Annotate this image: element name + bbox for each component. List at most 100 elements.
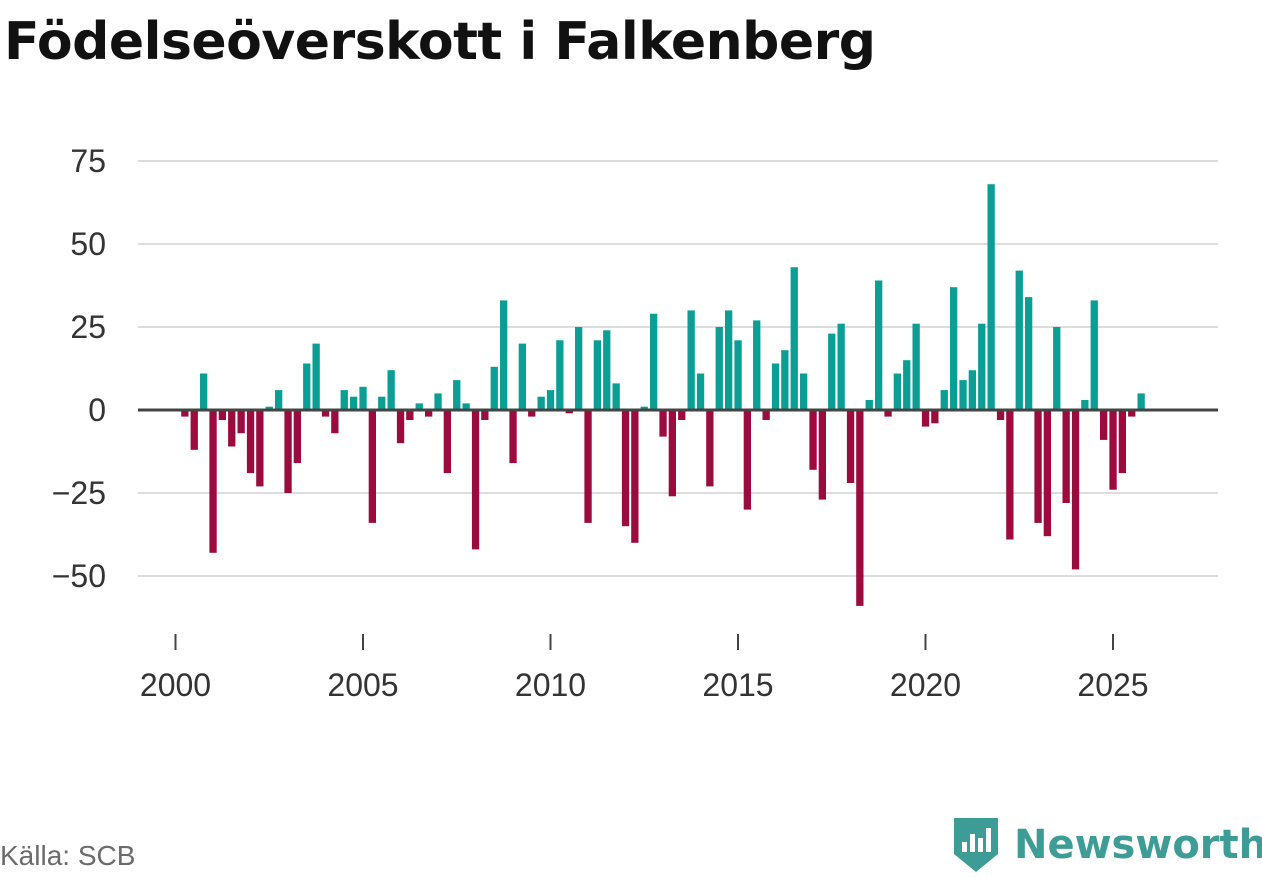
bar [321,410,330,417]
x-tick-label: 2010 [515,667,586,703]
bar [1071,410,1080,570]
x-axis: 2000 2005 2010 2015 2020 2025 [140,634,1149,703]
bar [565,410,573,414]
bar [350,396,358,410]
y-axis-labels: −50 −25 0 25 50 75 [52,143,106,594]
bar [1034,410,1042,523]
y-tick-label: −50 [52,558,106,594]
bar [706,410,714,487]
bar [359,386,367,410]
bar [481,410,489,420]
bar [434,393,442,410]
bar [687,310,695,410]
bar [781,350,789,410]
y-tick-label: 50 [70,226,106,262]
bar [537,396,545,410]
bar [378,396,386,410]
bar [584,410,592,523]
x-tick-label: 2000 [140,667,211,703]
bar [1006,410,1014,540]
bar [509,410,517,464]
bar [546,390,555,410]
bar [865,400,873,410]
bar [200,373,208,410]
bar [771,363,780,410]
bar [237,410,245,434]
y-tick-label: 0 [88,392,106,428]
bar [978,323,986,410]
bar [762,410,770,420]
bar [818,410,826,500]
bar [284,410,292,493]
y-tick-label: 75 [70,143,106,179]
bar [837,323,845,410]
x-tick-label: 2005 [327,667,398,703]
bar [1025,297,1033,410]
bar [1043,410,1051,537]
bar [368,410,376,523]
bar [415,403,423,410]
source-label: Källa: SCB [0,840,136,871]
bar [884,410,892,417]
chart-title: Födelseöverskott i Falkenberg [4,12,876,72]
bar [396,410,405,444]
bar [753,320,761,410]
bar [790,267,798,410]
bar [246,410,255,474]
bar [809,410,817,470]
bar [940,390,948,410]
bar [387,370,395,410]
brand-name: Newsworthy [1014,822,1262,868]
bar [603,330,611,410]
bar [846,410,855,483]
bar [743,410,751,510]
bar [556,340,564,410]
y-tick-label: 25 [70,309,106,345]
bar [931,410,939,424]
bar [678,410,686,420]
bar [912,323,920,410]
bar [331,410,339,434]
bar [1118,410,1126,474]
bar [1137,393,1145,410]
bar [696,373,705,410]
bar [406,410,414,420]
bar [1015,270,1023,410]
bar [1109,410,1117,490]
bar [950,287,958,410]
bar [443,410,451,474]
bars [181,184,1145,606]
bar [959,380,967,410]
bar [303,363,311,410]
bar [340,390,348,410]
bar [1100,410,1108,440]
bar [1090,300,1098,410]
bar [190,410,198,450]
bar [490,366,498,410]
y-tick-label: −25 [52,475,106,511]
bar [312,343,320,410]
bar [1062,410,1070,503]
bar [725,310,733,410]
bar [593,340,601,410]
x-tick-label: 2020 [890,667,961,703]
newsworthy-logo-icon [954,818,998,872]
bar [256,410,264,487]
bar [1081,400,1089,410]
x-tick-label: 2015 [702,667,773,703]
bar [425,410,433,417]
bar [893,373,901,410]
bar [228,410,236,447]
bar [275,390,283,410]
bar [987,184,995,410]
bar [668,410,676,497]
bar [631,410,639,543]
bar [500,300,508,410]
bar [181,410,189,417]
bar [800,373,808,410]
bar [650,313,658,410]
bar [828,333,836,410]
bar [462,403,470,410]
bar [621,410,630,527]
